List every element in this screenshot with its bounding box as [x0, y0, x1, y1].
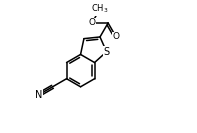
Text: O: O — [113, 32, 120, 41]
Text: S: S — [103, 47, 110, 57]
Text: CH$_3$: CH$_3$ — [91, 3, 109, 15]
Text: O: O — [88, 18, 95, 27]
Text: N: N — [35, 90, 42, 100]
